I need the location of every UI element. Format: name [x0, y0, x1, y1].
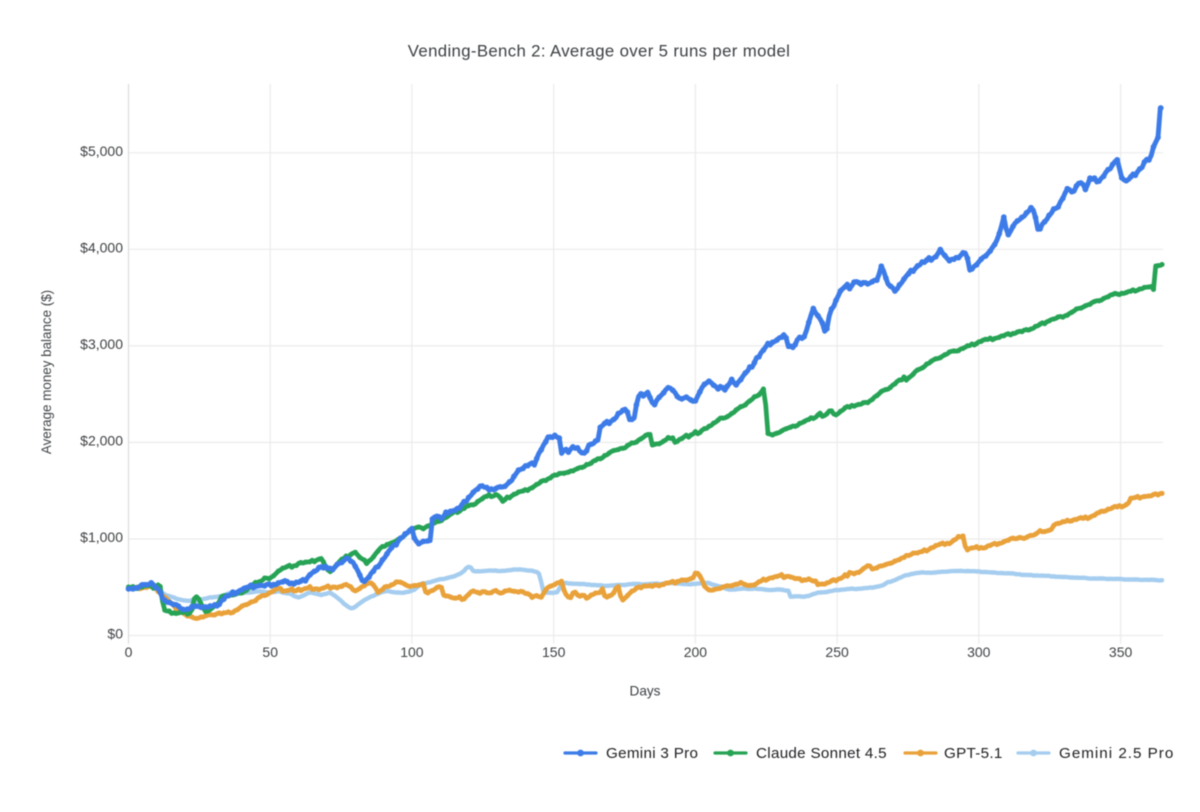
svg-text:$3,000: $3,000 — [80, 336, 123, 352]
svg-text:100: 100 — [400, 644, 424, 660]
svg-text:0: 0 — [125, 644, 133, 660]
svg-text:Vending-Bench 2: Average over: Vending-Bench 2: Average over 5 runs per… — [408, 42, 790, 61]
svg-text:$4,000: $4,000 — [80, 240, 123, 256]
svg-text:$5,000: $5,000 — [80, 143, 123, 159]
svg-text:300: 300 — [967, 644, 991, 660]
svg-text:Claude Sonnet 4.5: Claude Sonnet 4.5 — [756, 745, 887, 762]
svg-text:GPT-5.1: GPT-5.1 — [944, 745, 1003, 762]
svg-text:Average money balance ($): Average money balance ($) — [39, 290, 54, 454]
svg-text:250: 250 — [825, 644, 849, 660]
svg-text:50: 50 — [262, 644, 278, 660]
svg-text:$1,000: $1,000 — [80, 529, 123, 545]
svg-text:200: 200 — [684, 644, 708, 660]
svg-text:Gemini 3 Pro: Gemini 3 Pro — [606, 745, 698, 762]
svg-text:$0: $0 — [107, 626, 123, 642]
svg-text:350: 350 — [1109, 644, 1133, 660]
svg-text:Days: Days — [630, 684, 661, 699]
svg-text:Gemini 2.5 Pro: Gemini 2.5 Pro — [1059, 745, 1174, 762]
svg-text:$2,000: $2,000 — [80, 433, 123, 449]
svg-text:150: 150 — [542, 644, 566, 660]
